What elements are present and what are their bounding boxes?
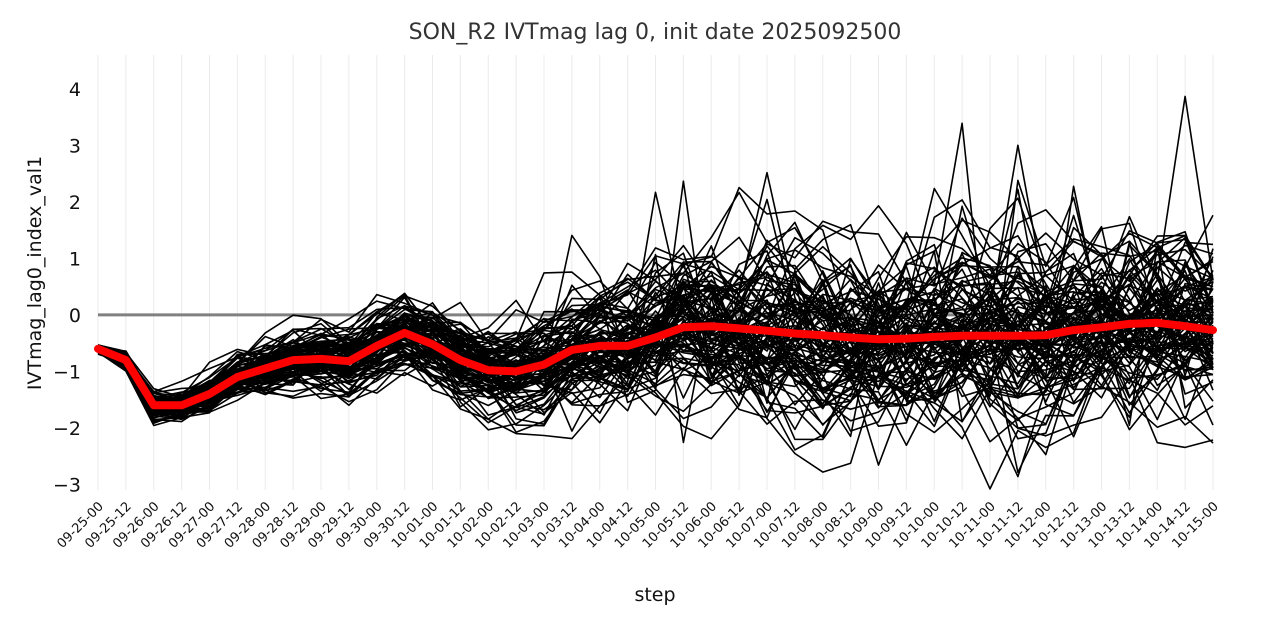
ensemble-member-line [97,263,1214,447]
y-tick-label: −1 [53,361,81,383]
y-tick-label: 1 [69,248,81,270]
ensemble-member-line [97,248,1214,411]
ensemble-member-line [97,261,1214,427]
y-tick-label: 3 [69,135,81,157]
ensemble-member-line [97,261,1214,417]
x-tick-labels: 09-25-0009-25-1209-26-0009-26-1209-27-00… [54,499,1221,551]
ensemble-member-line [97,220,1214,406]
ensemble-member-line [97,278,1214,440]
ensemble-member-line [97,308,1214,473]
ensemble-member-line [97,259,1214,415]
y-tick-label: 2 [69,192,81,214]
series-layer [94,318,1217,410]
y-axis-label: IVTmag_lag0_index_val1 [24,156,46,390]
y-tick-label: 4 [69,79,81,101]
x-axis-label: step [634,584,675,606]
ensemble-member-line [97,179,1214,438]
y-tick-label: 0 [69,305,81,327]
y-tick-label: −3 [53,474,81,496]
ensemble-member-line [97,250,1214,407]
y-tick-labels: −3 −2 −1 0 1 2 3 4 [53,79,81,496]
chart-title: SON_R2 IVTmag lag 0, init date 202509250… [409,20,902,45]
ensemble-member-line [97,244,1214,437]
ensemble-member-line [97,296,1214,431]
ensemble-member-line [97,298,1214,417]
y-tick-label: −2 [53,418,81,440]
ensemble-mean-line [94,318,1217,410]
